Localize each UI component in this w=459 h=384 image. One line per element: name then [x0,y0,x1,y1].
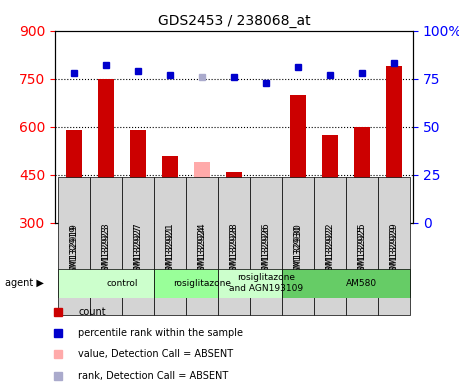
Text: GSM132926: GSM132926 [262,223,270,278]
Bar [130,130,146,223]
Bar [66,130,82,223]
Text: agent ▶: agent ▶ [5,278,44,288]
Title: GDS2453 / 238068_at: GDS2453 / 238068_at [158,14,310,28]
Bar [258,200,274,223]
Text: GSM132924: GSM132924 [198,223,207,277]
FancyBboxPatch shape [218,177,250,315]
FancyBboxPatch shape [122,177,154,315]
FancyBboxPatch shape [314,177,346,315]
Bar [226,172,242,223]
Bar [194,162,210,223]
Text: GSM132929: GSM132929 [389,225,398,280]
Text: GSM132925: GSM132925 [358,223,366,278]
Text: GSM132922: GSM132922 [325,223,335,277]
FancyBboxPatch shape [154,177,186,315]
Bar [322,135,338,223]
Text: GSM132921: GSM132921 [166,223,175,278]
Text: control: control [106,279,138,288]
Text: GSM132924: GSM132924 [198,225,207,280]
Text: GSM132928: GSM132928 [230,223,239,278]
FancyBboxPatch shape [90,177,122,315]
Bar [162,156,178,223]
Text: rank, Detection Call = ABSENT: rank, Detection Call = ABSENT [78,371,229,381]
FancyBboxPatch shape [186,177,218,315]
Text: rosiglitazone
and AGN193109: rosiglitazone and AGN193109 [229,273,303,293]
Text: GSM132929: GSM132929 [389,223,398,278]
FancyBboxPatch shape [58,177,90,315]
Text: GSM132923: GSM132923 [102,223,111,278]
Text: GSM132928: GSM132928 [230,225,239,280]
FancyBboxPatch shape [154,269,218,298]
Text: GSM132922: GSM132922 [325,225,335,280]
FancyBboxPatch shape [218,269,282,298]
Text: GSM132927: GSM132927 [134,223,143,278]
Text: percentile rank within the sample: percentile rank within the sample [78,328,243,338]
Text: GSM132919: GSM132919 [70,225,79,280]
FancyBboxPatch shape [346,177,378,315]
Bar [290,95,306,223]
Text: GSM132923: GSM132923 [102,225,111,280]
FancyBboxPatch shape [282,177,314,315]
Text: GSM132930: GSM132930 [293,225,302,280]
Text: GSM132921: GSM132921 [166,225,175,280]
Text: GSM132930: GSM132930 [293,223,302,278]
FancyBboxPatch shape [250,177,282,315]
Bar [354,127,370,223]
FancyBboxPatch shape [58,269,154,298]
Text: GSM132925: GSM132925 [358,225,366,280]
Text: count: count [78,307,106,317]
Text: AM580: AM580 [347,279,377,288]
Text: GSM132926: GSM132926 [262,225,270,280]
FancyBboxPatch shape [282,269,410,298]
Text: value, Detection Call = ABSENT: value, Detection Call = ABSENT [78,349,233,359]
Bar [98,79,114,223]
FancyBboxPatch shape [378,177,410,315]
Bar [386,66,402,223]
Text: GSM132919: GSM132919 [70,223,79,278]
Text: rosiglitazone: rosiglitazone [173,279,231,288]
Text: GSM132927: GSM132927 [134,225,143,280]
